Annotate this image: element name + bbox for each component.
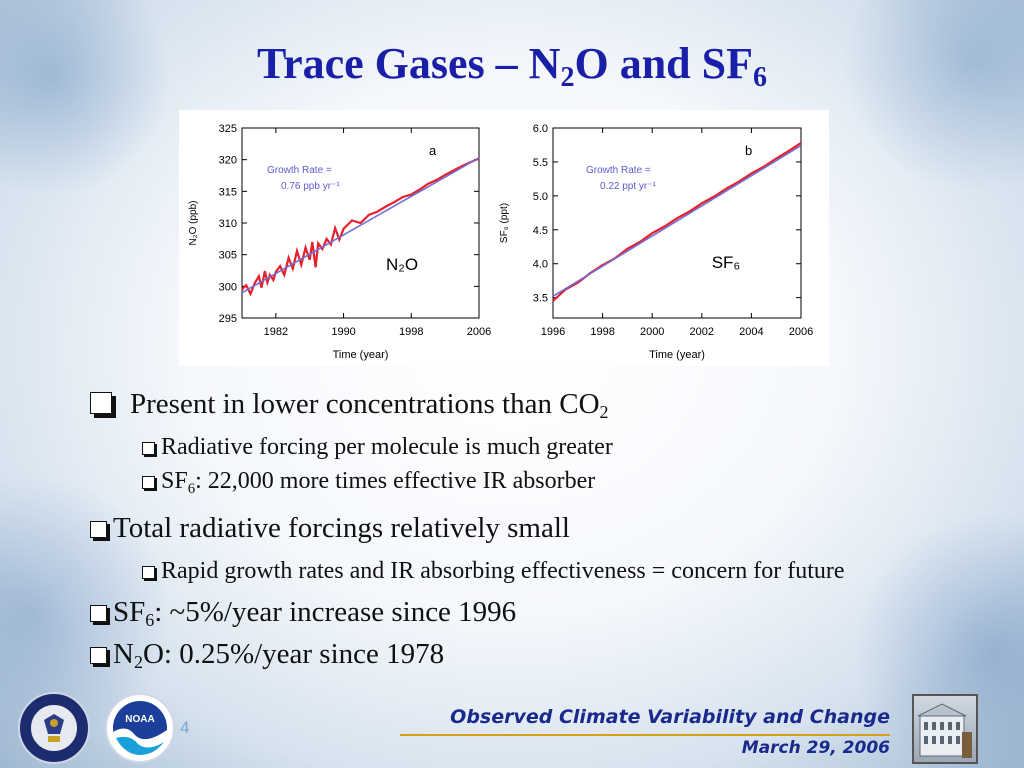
- noaa-logo: NOAA: [105, 693, 175, 763]
- bullet-item: Rapid growth rates and IR absorbing effe…: [142, 558, 845, 585]
- bullet-item: N2O: 0.25%/year since 1978: [90, 638, 444, 673]
- x-tick-label: 2006: [789, 326, 813, 338]
- growth-rate-value: 0.76 ppb yr⁻¹: [281, 181, 340, 192]
- bullet-text: Radiative forcing per molecule is much g…: [161, 434, 613, 460]
- bullet-text: O: 0.25%/year since 1978: [142, 638, 445, 670]
- panel-letter: b: [745, 143, 752, 158]
- panel-gas-label: SF₆: [712, 253, 741, 272]
- x-axis-label: Time (year): [333, 349, 389, 361]
- footer-divider: [400, 734, 890, 736]
- y-tick-label: 310: [219, 218, 237, 230]
- y-axis-label: N₂O (ppb): [188, 200, 199, 245]
- y-axis-label: SF₆ (ppt): [499, 203, 510, 243]
- y-tick-label: 325: [219, 123, 237, 135]
- footer-date: March 29, 2006: [741, 738, 890, 758]
- noaa-logo-text: NOAA: [125, 714, 154, 725]
- title-sub-1: 2: [560, 62, 575, 93]
- x-tick-label: 2002: [690, 326, 714, 338]
- title-sub-2: 6: [752, 62, 767, 93]
- y-tick-label: 300: [219, 281, 237, 293]
- y-tick-label: 5.5: [533, 157, 548, 169]
- checkbox-bullet-icon: [90, 521, 107, 538]
- y-tick-label: 315: [219, 186, 237, 198]
- bullet-text: Present in lower concentrations than CO: [130, 388, 600, 420]
- y-tick-label: 4.5: [533, 225, 548, 237]
- title-text-1: Trace Gases – N: [257, 39, 561, 88]
- growth-rate-value: 0.22 ppt yr⁻¹: [600, 181, 657, 192]
- x-tick-label: 1990: [331, 326, 355, 338]
- fit-series-line: [241, 157, 480, 294]
- building-icon: [917, 703, 972, 758]
- bullet-subscript: 2: [133, 652, 143, 672]
- panel-gas-label: N₂O: [386, 255, 418, 274]
- bullet-item: Present in lower concentrations than CO2: [90, 388, 609, 423]
- y-tick-label: 305: [219, 250, 237, 262]
- commerce-seal-logo: [18, 692, 90, 764]
- bullet-subscript: 6: [145, 610, 155, 630]
- bullet-text: SF: [161, 468, 188, 494]
- bullet-subscript: 2: [599, 402, 609, 422]
- checkbox-bullet-icon: [90, 605, 107, 622]
- bullet-item: SF6: 22,000 more times effective IR abso…: [142, 468, 595, 498]
- bullet-text: SF: [113, 596, 146, 628]
- x-tick-label: 2000: [640, 326, 664, 338]
- checkbox-bullet-icon: [90, 392, 112, 414]
- y-tick-label: 295: [219, 313, 237, 325]
- checkbox-bullet-icon: [142, 476, 155, 489]
- y-tick-label: 3.5: [533, 293, 548, 305]
- measured-series-line: [241, 157, 480, 297]
- building-photo: [912, 694, 978, 764]
- bullet-item: Radiative forcing per molecule is much g…: [142, 434, 613, 461]
- bullet-text: : 22,000 more times effective IR absorbe…: [195, 468, 596, 494]
- checkbox-bullet-icon: [142, 566, 155, 579]
- x-tick-label: 1996: [541, 326, 565, 338]
- chart-panel: 295 300 305 310 315 320 325 1982 1990 1998 2006 Tim…: [179, 110, 829, 366]
- x-tick-label: 2004: [739, 326, 763, 338]
- bullet-item: Total radiative forcings relatively smal…: [90, 512, 570, 545]
- bullet-text: : ~5%/year increase since 1996: [154, 596, 517, 628]
- footer-title: Observed Climate Variability and Change: [450, 706, 890, 728]
- page-number: 4: [180, 718, 190, 737]
- y-tick-label: 5.0: [533, 191, 548, 203]
- x-tick-label: 1982: [264, 326, 288, 338]
- x-tick-label: 2006: [467, 326, 491, 338]
- bullet-text: Rapid growth rates and IR absorbing effe…: [161, 558, 845, 584]
- x-tick-label: 1998: [590, 326, 614, 338]
- charts-svg: 295 300 305 310 315 320 325 1982 1990 1998 2006 Tim…: [188, 123, 813, 361]
- growth-rate-label: Growth Rate =: [267, 165, 332, 176]
- x-axis-label: Time (year): [649, 349, 705, 361]
- panel-letter: a: [429, 143, 437, 158]
- y-tick-label: 4.0: [533, 259, 548, 271]
- bullet-subscript: 6: [187, 481, 196, 497]
- plot-frame: [552, 127, 802, 319]
- bullet-text: N: [113, 638, 134, 670]
- growth-rate-label: Growth Rate =: [586, 165, 651, 176]
- bullet-item: SF6: ~5%/year increase since 1996: [90, 596, 516, 631]
- title-text-2: O and SF: [574, 39, 753, 88]
- slide-title: Trace Gases – N2O and SF6: [0, 38, 1024, 94]
- y-tick-label: 6.0: [533, 123, 548, 135]
- bullet-text: Total radiative forcings relatively smal…: [113, 512, 570, 544]
- x-tick-label: 1998: [399, 326, 423, 338]
- fit-series-line: [552, 144, 802, 297]
- checkbox-bullet-icon: [90, 647, 107, 664]
- y-tick-label: 320: [219, 155, 237, 167]
- checkbox-bullet-icon: [142, 442, 155, 455]
